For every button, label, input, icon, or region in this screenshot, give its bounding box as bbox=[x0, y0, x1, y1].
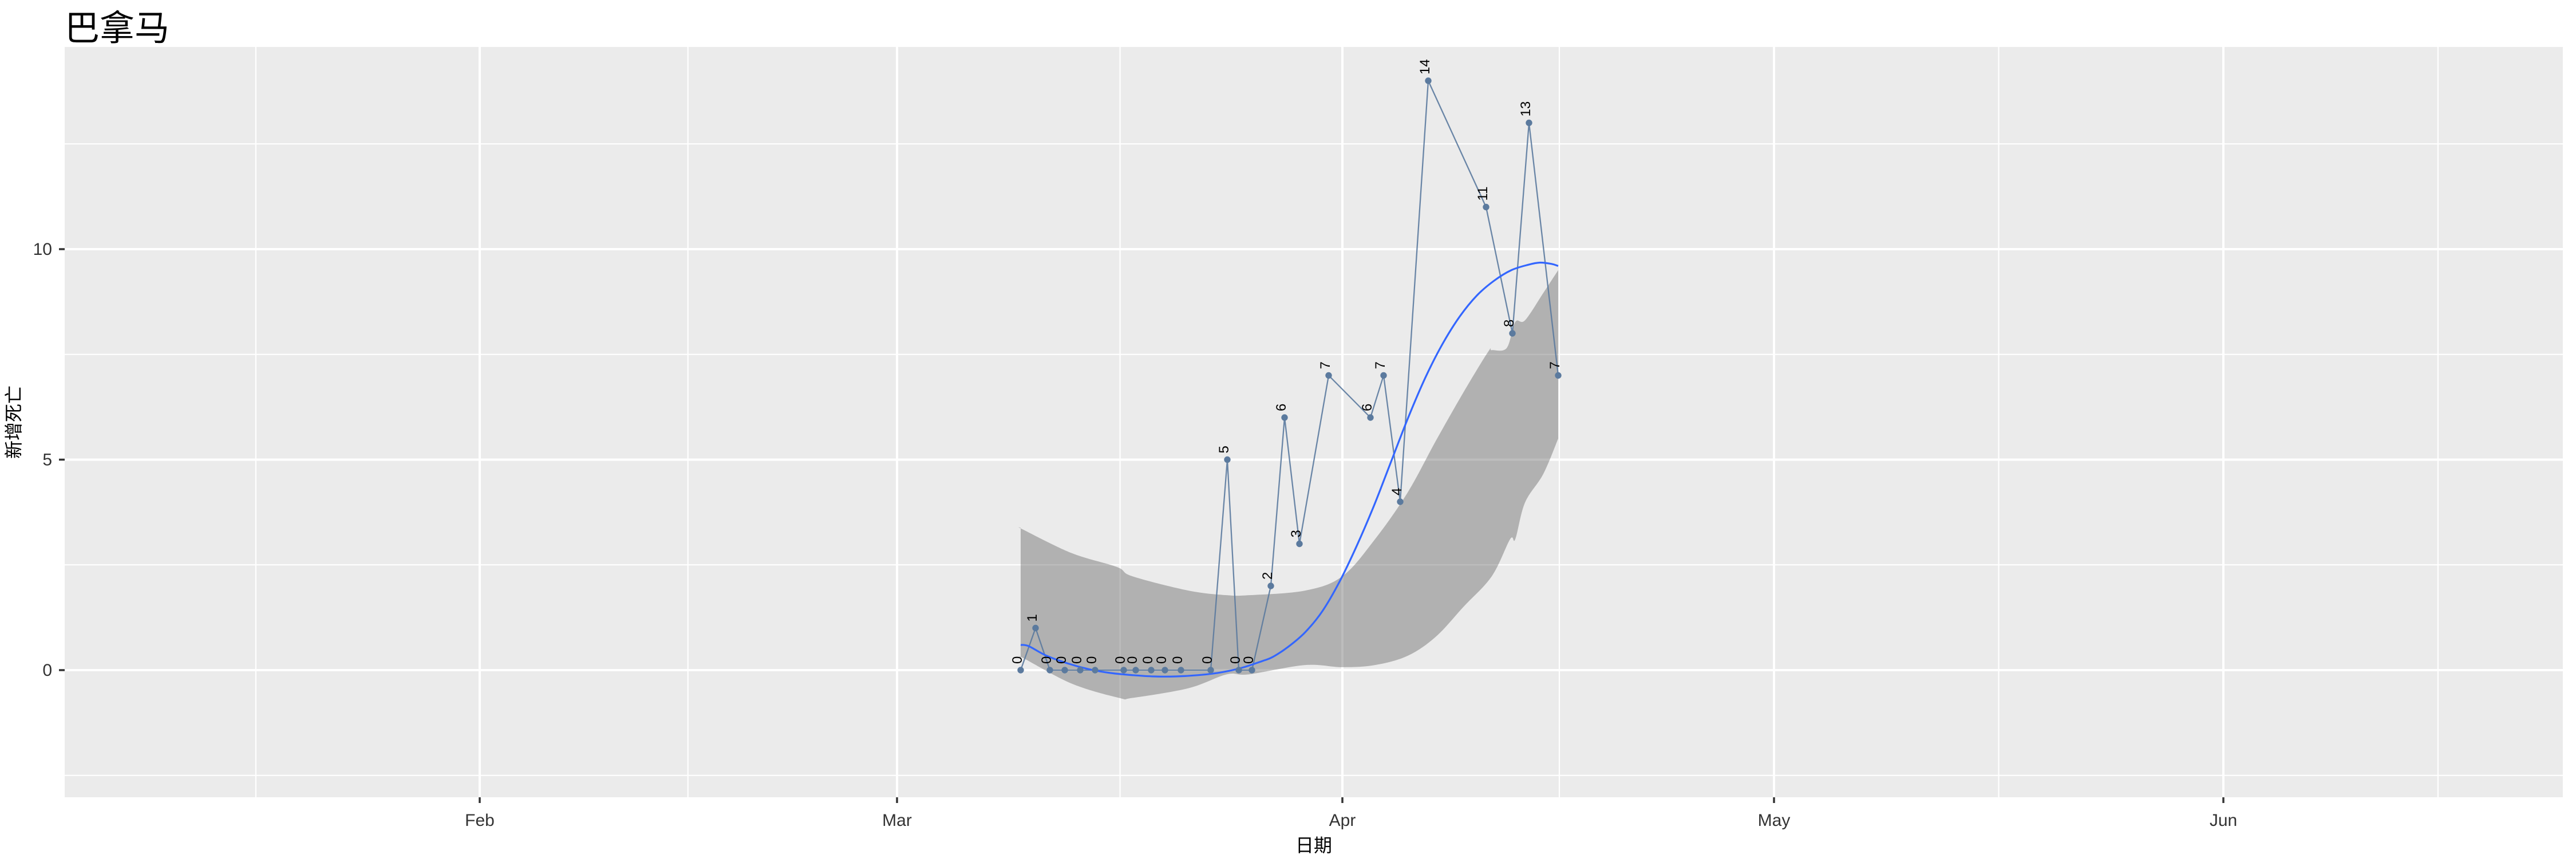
svg-text:5: 5 bbox=[1216, 446, 1232, 453]
svg-text:1: 1 bbox=[1025, 614, 1040, 621]
svg-text:0: 0 bbox=[1154, 656, 1170, 664]
svg-text:14: 14 bbox=[1417, 59, 1433, 74]
svg-text:7: 7 bbox=[1373, 361, 1388, 369]
svg-text:Mar: Mar bbox=[882, 811, 912, 830]
svg-text:11: 11 bbox=[1475, 187, 1491, 201]
svg-text:0: 0 bbox=[1140, 656, 1156, 664]
svg-text:13: 13 bbox=[1518, 101, 1534, 117]
svg-text:巴拿马: 巴拿马 bbox=[65, 9, 169, 48]
svg-text:0: 0 bbox=[1010, 656, 1025, 664]
svg-text:6: 6 bbox=[1274, 404, 1289, 411]
svg-text:3: 3 bbox=[1289, 530, 1304, 537]
svg-text:5: 5 bbox=[42, 451, 52, 470]
svg-text:7: 7 bbox=[1318, 361, 1333, 369]
svg-text:0: 0 bbox=[1039, 656, 1054, 664]
svg-text:0: 0 bbox=[1241, 656, 1257, 664]
svg-text:7: 7 bbox=[1547, 361, 1563, 369]
svg-text:4: 4 bbox=[1389, 488, 1405, 495]
svg-text:0: 0 bbox=[1170, 656, 1186, 664]
svg-text:0: 0 bbox=[1200, 656, 1215, 664]
svg-text:10: 10 bbox=[33, 240, 52, 259]
svg-text:新增死亡: 新增死亡 bbox=[3, 385, 24, 459]
svg-text:2: 2 bbox=[1260, 572, 1275, 580]
svg-text:日期: 日期 bbox=[1295, 835, 1332, 856]
svg-text:Feb: Feb bbox=[465, 811, 495, 830]
svg-text:6: 6 bbox=[1360, 404, 1375, 411]
svg-text:May: May bbox=[1758, 811, 1791, 830]
svg-text:8: 8 bbox=[1502, 320, 1517, 327]
svg-text:0: 0 bbox=[1069, 656, 1085, 664]
svg-text:Jun: Jun bbox=[2210, 811, 2237, 830]
svg-text:0: 0 bbox=[1054, 656, 1069, 664]
svg-text:0: 0 bbox=[1084, 656, 1100, 664]
svg-text:0: 0 bbox=[42, 661, 52, 680]
svg-text:Apr: Apr bbox=[1329, 811, 1356, 830]
svg-text:0: 0 bbox=[1125, 656, 1140, 664]
